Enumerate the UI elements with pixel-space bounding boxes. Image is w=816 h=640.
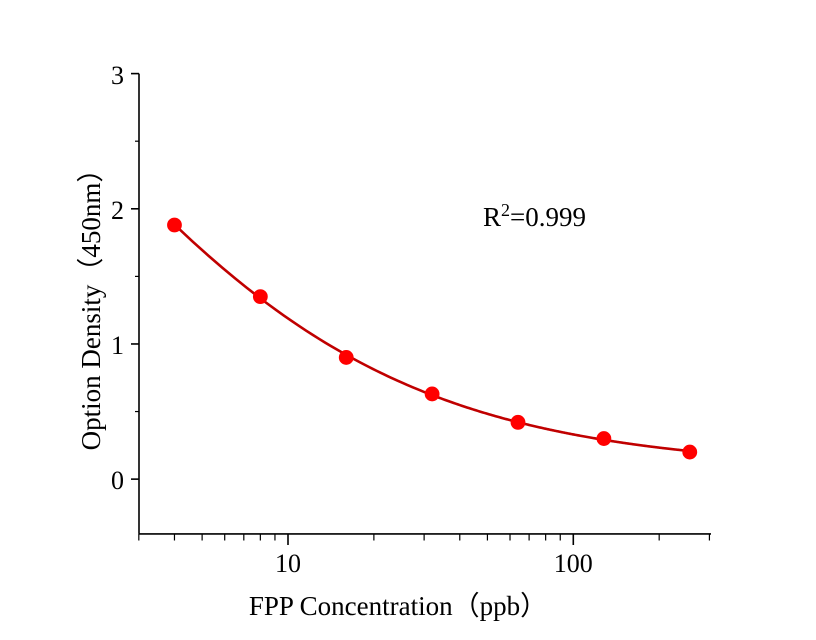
svg-text:R2=0.999: R2=0.999 — [483, 200, 586, 232]
svg-text:10: 10 — [275, 549, 301, 578]
svg-text:Option Density（450nm）: Option Density（450nm） — [76, 156, 106, 451]
svg-text:100: 100 — [554, 549, 593, 578]
svg-text:2: 2 — [111, 196, 124, 225]
svg-text:1: 1 — [111, 331, 124, 360]
svg-text:FPP Concentration（ppb）: FPP Concentration（ppb） — [249, 591, 547, 621]
svg-text:3: 3 — [111, 61, 124, 90]
svg-text:0: 0 — [111, 466, 124, 495]
